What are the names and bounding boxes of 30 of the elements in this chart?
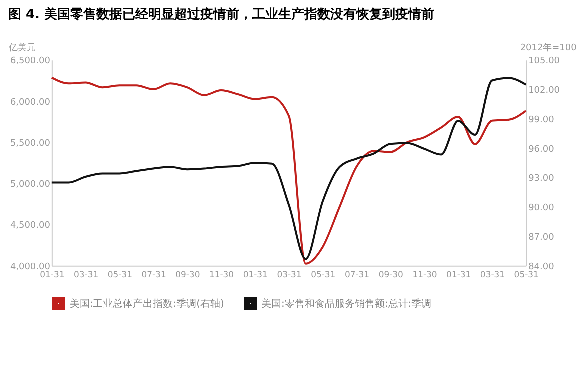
chart-title: 图 4. 美国零售数据已经明显超过疫情前，工业生产指数没有恢复到疫情前 [8, 6, 434, 22]
x-tick-label: 01-31 [446, 269, 472, 280]
y2-tick-label: 105.00 [528, 56, 560, 67]
y-tick-label: 4,500.00 [10, 221, 51, 232]
x-tick-label: 03-31 [277, 269, 302, 280]
x-tick-label: 11-30 [412, 269, 438, 280]
y-tick-label: 6,000.00 [10, 98, 51, 108]
x-tick-label: 03-31 [74, 269, 99, 280]
y-tick-label: 5,000.00 [10, 180, 51, 190]
y-tick-label: 5,500.00 [10, 138, 51, 149]
y2-tick-label: 96.00 [528, 144, 555, 155]
x-tick-label: 07-31 [142, 269, 166, 280]
legend-label: 美国:零售和食品服务销售额:总计:季调 [262, 298, 432, 310]
y2-tick-label: 93.00 [528, 174, 555, 184]
y2-axis-title: 2012年=100 [520, 42, 578, 54]
y2-tick-label: 87.00 [528, 232, 555, 243]
y2-tick-label: 99.00 [528, 115, 555, 126]
x-tick-label: 09-30 [176, 269, 200, 280]
y2-tick-label: 90.00 [528, 204, 555, 214]
x-tick-label: 01-31 [243, 269, 268, 280]
x-tick-label: 07-31 [344, 269, 370, 280]
y-tick-label: 6,500.00 [10, 56, 51, 67]
x-tick-label: 05-31 [108, 269, 132, 280]
y2-tick-label: 102.00 [528, 86, 560, 96]
x-tick-label: 11-30 [209, 269, 234, 280]
legend-label: 美国:工业总体产出指数:季调(右轴) [70, 298, 224, 310]
x-tick-label: 09-30 [378, 269, 404, 280]
x-tick-label: 05-31 [311, 269, 336, 280]
x-tick-label: 03-31 [480, 269, 506, 280]
y-axis-title: 亿美元 [8, 42, 36, 54]
